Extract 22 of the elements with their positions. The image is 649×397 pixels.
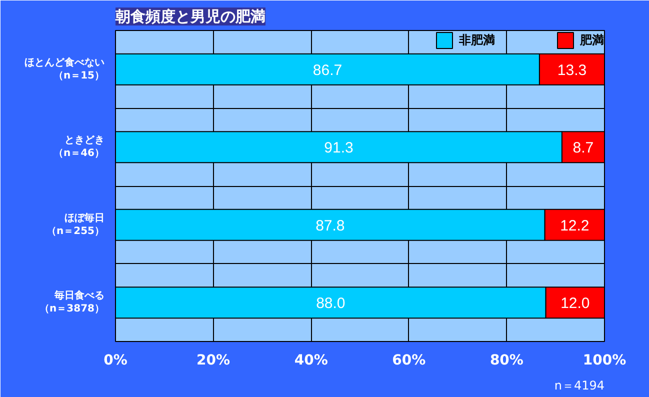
data-label: 87.8: [316, 217, 345, 234]
y-tick-label: ほとんど食べない（n＝15）: [24, 56, 105, 82]
x-tick-label: 80%: [490, 352, 524, 368]
x-tick-label: 100%: [582, 352, 626, 368]
y-tick-label: ほぼ毎日（n＝255）: [46, 212, 105, 237]
data-label: 88.0: [316, 295, 346, 312]
data-label: 86.7: [312, 62, 342, 79]
chart-title: 朝食頻度と男児の肥満: [114, 8, 266, 26]
legend-label: 非肥満: [459, 32, 495, 48]
x-tick-label: 60%: [392, 352, 426, 368]
data-label: 13.3: [557, 62, 587, 79]
x-tick-label: 40%: [294, 352, 328, 368]
text: n＝4194: [554, 378, 605, 392]
y-tick-label: ときどき（n＝46）: [53, 135, 105, 160]
legend-label: 肥満: [580, 32, 604, 48]
y-tick-label: 毎日食べる（n＝3878）: [40, 290, 104, 315]
x-tick-label: 20%: [196, 352, 230, 368]
data-label: 91.3: [324, 140, 354, 157]
x-tick-label: 0%: [104, 352, 128, 368]
data-label: 12.0: [560, 295, 590, 312]
data-label: 12.2: [560, 217, 590, 234]
data-label: 8.7: [572, 140, 594, 157]
